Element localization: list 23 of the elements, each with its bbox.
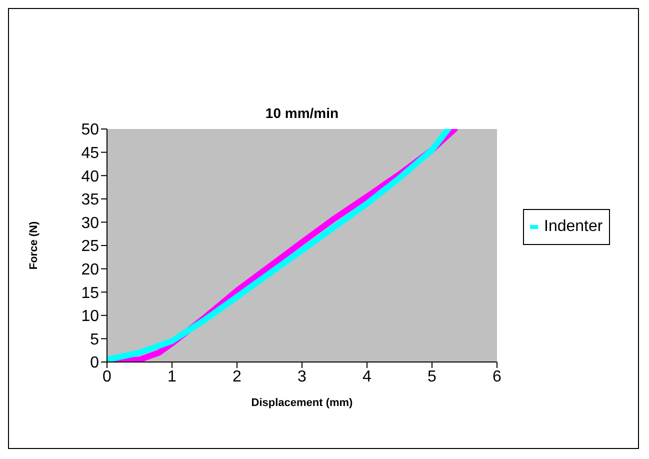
x-tick-label: 5 [428,368,437,386]
y-tick-label: 45 [81,144,100,162]
x-tick-label: 3 [298,368,307,386]
x-tick-label: 2 [232,368,242,386]
y-axis-title: Force (N) [28,221,40,270]
y-tick-label: 50 [81,122,100,139]
legend-label: Indenter [544,217,603,237]
y-tick-label: 5 [90,331,100,348]
x-tick-label: 6 [492,368,502,386]
chart-frame: 0 1 2 3 4 5 6 Displacement (mm) 0 5 10 15 20 25 30 35 40 45 50 Force (N) 10 mm/min Indenter [8,8,639,449]
chart-title: 10 mm/min [264,105,340,121]
y-tick-label: 15 [81,284,100,302]
y-tick-label: 35 [81,192,100,209]
y-tick-label: 30 [81,214,100,232]
y-tick-label: 10 [81,308,100,326]
y-tick-label: 0 [90,354,100,372]
y-tick-label: 20 [81,261,100,278]
x-tick-label: 1 [168,368,177,386]
x-axis-title: Displacement (mm) [251,397,354,409]
x-tick-label: 0 [102,368,112,386]
x-tick-label: 4 [362,368,372,386]
y-tick-label: 25 [81,238,100,256]
y-tick-label: 40 [81,168,100,186]
